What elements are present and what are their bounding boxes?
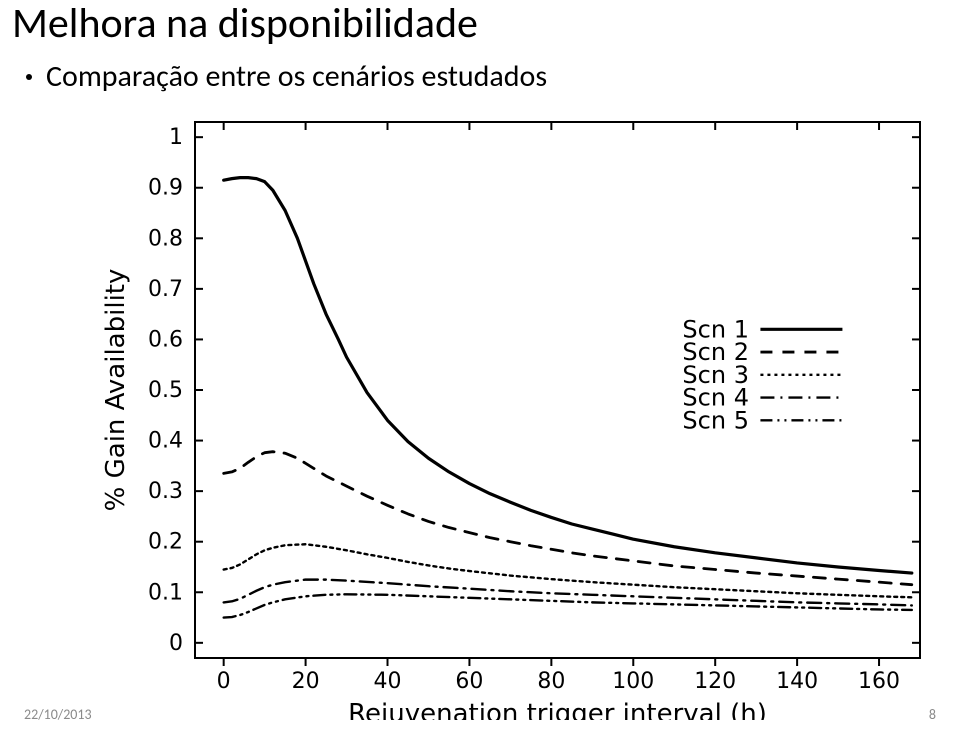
svg-text:0: 0 <box>169 631 183 656</box>
svg-text:40: 40 <box>374 669 402 694</box>
svg-text:0.3: 0.3 <box>148 479 183 504</box>
svg-text:160: 160 <box>858 669 900 694</box>
svg-text:0.4: 0.4 <box>148 429 183 454</box>
svg-text:0.2: 0.2 <box>148 530 183 555</box>
svg-text:0: 0 <box>217 669 231 694</box>
svg-text:20: 20 <box>292 669 320 694</box>
svg-text:60: 60 <box>455 669 483 694</box>
availability-chart: 0 20 40 60 80 100 120 140 160 0 0.1 0.2 0.3 0.4 0.5 0.6… <box>100 110 930 720</box>
chart-svg: 0 20 40 60 80 100 120 140 160 0 0.1 0.2 0.3 0.4 0.5 0.6… <box>100 110 930 720</box>
svg-text:140: 140 <box>776 669 818 694</box>
svg-text:Rejuvenation trigger interval: Rejuvenation trigger interval (h) <box>348 699 767 720</box>
page-title: Melhora na disponibilidade <box>12 0 478 49</box>
svg-text:Scn 5: Scn 5 <box>682 406 749 434</box>
footer-page-number: 8 <box>929 706 936 723</box>
svg-text:0.9: 0.9 <box>148 176 183 201</box>
bullet-icon <box>26 74 32 80</box>
svg-text:1: 1 <box>169 125 183 150</box>
svg-text:100: 100 <box>612 669 654 694</box>
bullet-item: Comparação entre os cenários estudados <box>26 58 547 95</box>
bullet-text: Comparação entre os cenários estudados <box>46 58 547 95</box>
svg-text:% Gain Availability: % Gain Availability <box>101 269 131 512</box>
svg-text:0.1: 0.1 <box>148 580 183 605</box>
svg-text:0.8: 0.8 <box>148 226 183 251</box>
svg-text:80: 80 <box>537 669 565 694</box>
svg-text:0.6: 0.6 <box>148 327 183 352</box>
svg-text:0.5: 0.5 <box>148 378 183 403</box>
svg-text:120: 120 <box>694 669 736 694</box>
footer-date: 22/10/2013 <box>24 706 92 723</box>
svg-text:0.7: 0.7 <box>148 277 183 302</box>
